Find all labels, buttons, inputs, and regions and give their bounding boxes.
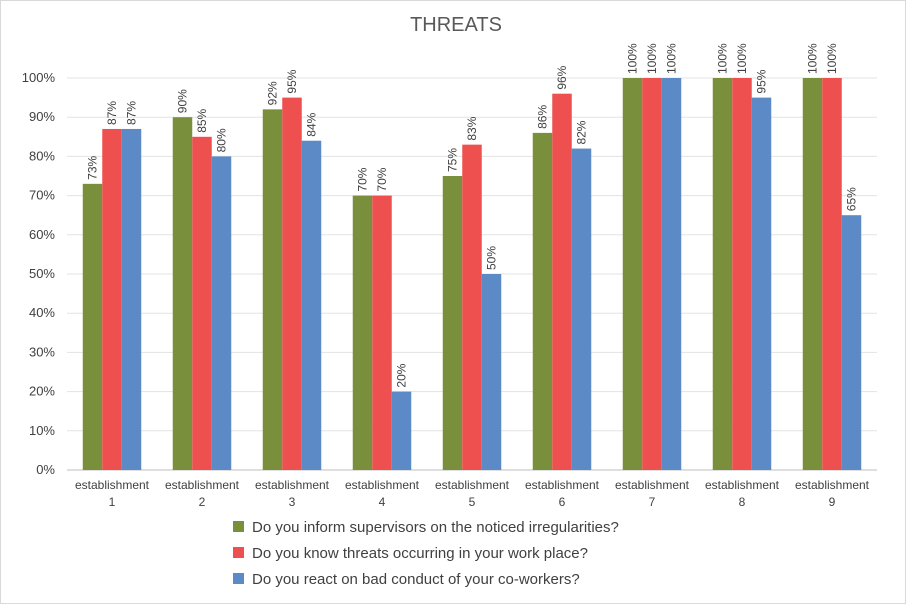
x-category-label: establishment: [795, 478, 870, 492]
legend-swatch: [233, 521, 244, 532]
x-category-label: 8: [739, 495, 746, 509]
y-tick-label: 20%: [29, 384, 55, 399]
bar: [172, 117, 193, 470]
y-tick-label: 90%: [29, 109, 55, 124]
x-category-label: 7: [649, 495, 656, 509]
data-label: 96%: [555, 65, 569, 89]
y-axis-ticks: 0% 10% 20% 30% 40% 50% 60% 70% 80% 90% 100%: [22, 70, 56, 477]
y-tick-label: 30%: [29, 344, 55, 359]
bar: [462, 144, 482, 470]
data-label: 100%: [716, 43, 730, 74]
x-category-label: establishment: [615, 478, 690, 492]
bar: [391, 391, 412, 470]
data-label: 90%: [176, 89, 190, 113]
x-category-label: establishment: [525, 478, 600, 492]
bar: [102, 128, 122, 470]
bar: [712, 78, 733, 470]
data-label: 86%: [536, 105, 550, 129]
legend-label: Do you know threats occurring in your wo…: [252, 545, 588, 562]
bar: [802, 78, 823, 470]
x-category-label: 3: [289, 495, 296, 509]
data-label: 84%: [305, 112, 319, 136]
bar: [532, 132, 553, 470]
y-tick-label: 100%: [22, 70, 56, 85]
data-label: 92%: [266, 81, 280, 105]
x-category-label: establishment: [255, 478, 330, 492]
bar: [211, 156, 232, 470]
x-category-label: 9: [829, 495, 836, 509]
x-category-label: 1: [109, 495, 116, 509]
data-label: 100%: [645, 43, 659, 74]
bar: [192, 136, 212, 471]
data-label: 100%: [626, 43, 640, 74]
bar: [121, 128, 142, 470]
data-label: 73%: [86, 155, 100, 179]
x-category-label: establishment: [435, 478, 510, 492]
bar: [841, 215, 862, 470]
data-label: 100%: [735, 43, 749, 74]
bar: [732, 78, 752, 470]
data-label: 100%: [806, 43, 820, 74]
bar: [82, 183, 103, 470]
data-labels: 73% 87% 87% 90% 85% 80% 92% 95% 84% 70% 70% 20% 75% 8…: [86, 43, 859, 388]
data-label: 80%: [215, 128, 229, 152]
data-label: 75%: [446, 148, 460, 172]
data-label: 85%: [195, 108, 209, 132]
bar: [442, 176, 463, 470]
data-label: 100%: [665, 43, 679, 74]
bar: [571, 148, 592, 470]
x-category-label: establishment: [75, 478, 150, 492]
y-tick-label: 80%: [29, 148, 55, 163]
x-category-label: establishment: [165, 478, 240, 492]
legend: Do you inform supervisors on the noticed…: [233, 519, 619, 588]
data-label: 20%: [395, 363, 409, 387]
bar: [822, 78, 842, 470]
y-tick-label: 0%: [36, 462, 55, 477]
y-tick-label: 60%: [29, 227, 55, 242]
x-category-label: 2: [199, 495, 206, 509]
data-label: 83%: [465, 116, 479, 140]
data-label: 70%: [375, 167, 389, 191]
bar: [352, 195, 373, 470]
y-tick-label: 40%: [29, 305, 55, 320]
data-label: 95%: [285, 69, 299, 93]
data-label: 100%: [825, 43, 839, 74]
legend-swatch: [233, 547, 244, 558]
bar: [751, 97, 772, 470]
y-tick-label: 10%: [29, 423, 55, 438]
x-category-label: 6: [559, 495, 566, 509]
x-category-label: 5: [469, 495, 476, 509]
y-tick-label: 70%: [29, 188, 55, 203]
bar: [301, 140, 322, 470]
data-label: 87%: [125, 101, 139, 125]
bar: [622, 78, 643, 470]
y-tick-label: 50%: [29, 266, 55, 281]
x-category-label: 4: [379, 495, 386, 509]
bar: [481, 274, 502, 470]
data-label: 95%: [755, 69, 769, 93]
data-label: 82%: [575, 120, 589, 144]
data-label: 50%: [485, 246, 499, 270]
legend-label: Do you inform supervisors on the noticed…: [252, 519, 619, 536]
legend-label: Do you react on bad conduct of your co-w…: [252, 571, 580, 588]
chart-title: THREATS: [410, 14, 502, 36]
bar: [262, 109, 283, 471]
x-axis-categories: establishment 1 establishment 2 establishmen…: [75, 478, 870, 509]
x-category-label: establishment: [345, 478, 420, 492]
bar: [372, 195, 392, 470]
data-label: 65%: [845, 187, 859, 211]
bar: [642, 78, 662, 470]
data-label: 87%: [105, 101, 119, 125]
data-label: 70%: [356, 167, 370, 191]
bar: [661, 78, 682, 470]
x-category-label: establishment: [705, 478, 780, 492]
bar: [552, 93, 572, 471]
bar: [282, 97, 302, 470]
bars: [82, 78, 862, 471]
legend-swatch: [233, 573, 244, 584]
